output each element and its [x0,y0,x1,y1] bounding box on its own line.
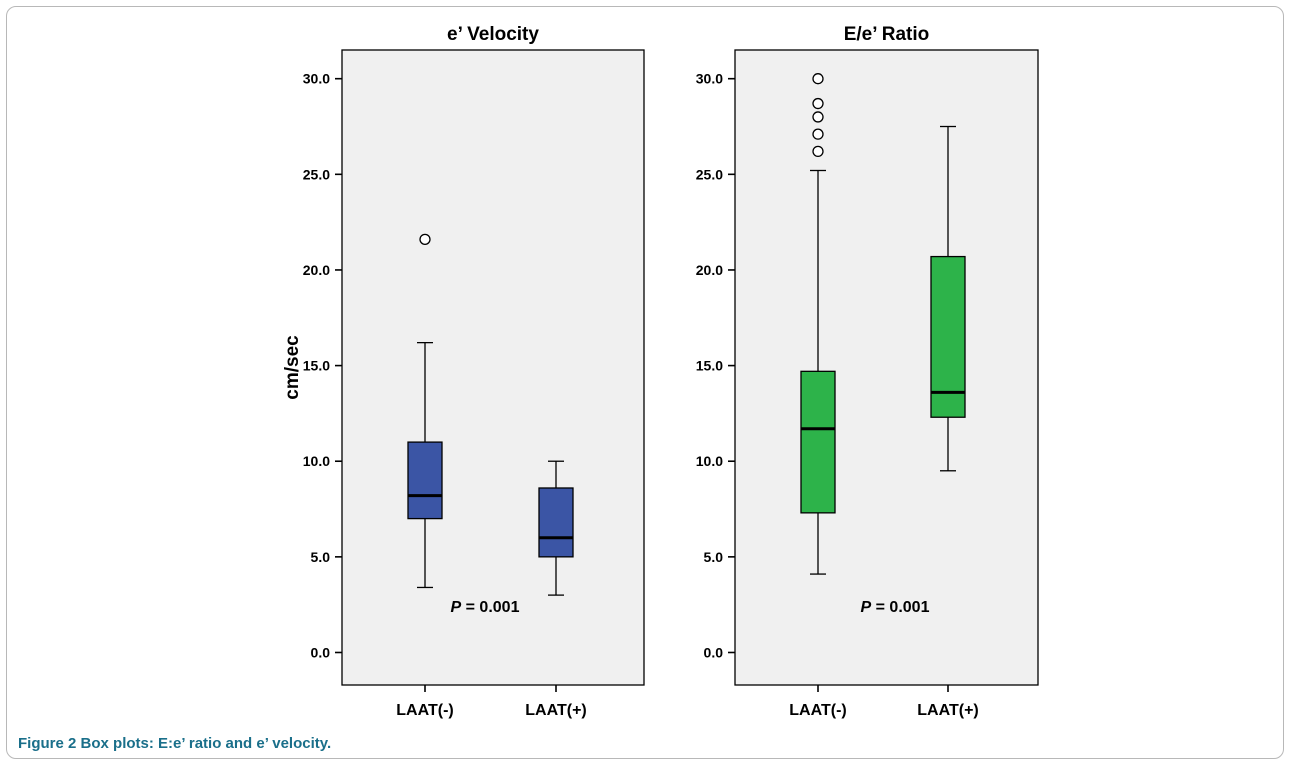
box-body [930,255,966,418]
outlier-point [419,233,431,246]
y-axis-label: cm/sec [282,335,303,400]
y-tick-label: 30.0 [696,71,723,87]
y-tick-label: 15.0 [303,358,330,374]
x-tick-label: LAAT(-) [789,702,846,719]
chart-panel-1: e’ Velocity cm/sec 0.0 5.0 10.0 15.0 20.0 25.0 3… [282,24,645,719]
y-tick-label: 10.0 [303,453,330,469]
outlier-point [812,111,824,123]
plot-area [734,49,1039,686]
box-1 [800,73,836,575]
y-tick-label: 10.0 [696,453,723,469]
y-tick-label: 0.0 [311,644,331,660]
chart-title: e’ Velocity [447,24,539,45]
y-tick-label: 25.0 [303,166,330,182]
box-2 [930,125,966,472]
x-tick-label: LAAT(-) [396,702,453,719]
p-value-annotation: P = 0.001 [861,599,930,616]
outlier-point [812,97,824,110]
outlier-point [812,128,824,140]
y-tick-label: 20.0 [303,262,330,278]
x-tick-label: LAAT(+) [917,702,978,719]
caption-label: Figure 2 [18,735,77,752]
box-body [538,487,574,558]
y-tick-label: 20.0 [696,262,723,278]
box-2 [538,460,574,596]
y-tick-label: 25.0 [696,166,723,182]
box-1 [407,233,443,589]
y-tick-label: 5.0 [704,549,724,565]
chart-title: E/e’ Ratio [844,24,930,45]
plot-area [341,49,645,686]
box-body [800,370,836,514]
y-tick-label: 0.0 [704,644,724,660]
figure-caption: Figure 2 Box plots: E:e’ ratio and e’ ve… [18,735,331,752]
outlier-point [812,73,824,85]
caption-text: Box plots: E:e’ ratio and e’ velocity. [80,735,332,752]
box-body [407,441,443,520]
outlier-point [812,145,824,158]
y-tick-label: 5.0 [311,549,331,565]
y-tick-label: 30.0 [303,71,330,87]
y-tick-label: 15.0 [696,358,723,374]
chart-panel-2: E/e’ Ratio 0.0 5.0 10.0 15.0 20.0 25.0 30.0 LAAT… [696,24,1039,719]
x-tick-label: LAAT(+) [525,702,586,719]
p-value-annotation: P = 0.001 [451,599,520,616]
figure-frame [6,6,1284,759]
